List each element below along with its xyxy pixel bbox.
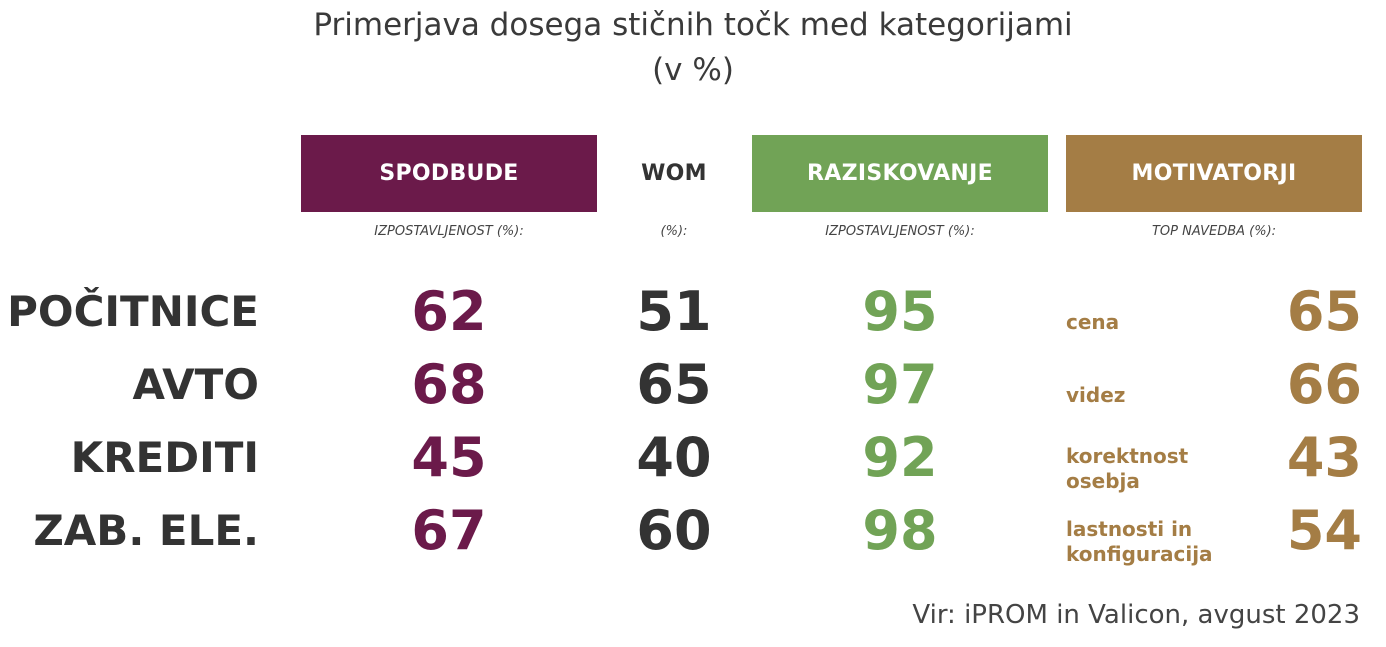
value-motivatorji: 66 [1286,353,1362,416]
value-spodbude: 67 [411,499,487,562]
row-label: POČITNICE [7,287,259,336]
value-wom: 40 [636,426,712,489]
header-raziskovanje: RAZISKOVANJE [752,135,1048,212]
row-label: KREDITI [70,433,259,482]
value-raziskovanje: 95 [862,280,938,343]
subheader-motivatorji: TOP NAVEDBA (%): [1151,224,1277,239]
value-motivatorji: 65 [1286,280,1362,343]
header-wom: WOM [641,161,707,186]
value-raziskovanje: 92 [862,426,938,489]
value-wom: 51 [636,280,712,343]
motivator-label: cena [1066,310,1120,334]
value-spodbude: 45 [411,426,487,489]
value-motivatorji: 43 [1286,426,1362,489]
value-wom: 65 [636,353,712,416]
chart-subtitle: (v %) [652,52,734,88]
motivator-label: videz [1066,383,1126,407]
value-spodbude: 68 [411,353,487,416]
row-label: ZAB. ELE. [33,506,259,555]
header-spodbude: SPODBUDE [301,135,597,212]
subheader-spodbude: IZPOSTAVLJENOST (%): [374,224,524,239]
header-motivatorji: MOTIVATORJI [1066,135,1362,212]
value-motivatorji: 54 [1286,499,1362,562]
motivator-label: lastnosti in konfiguracija [1066,517,1213,566]
motivator-label: korektnost osebja [1066,444,1189,493]
value-spodbude: 62 [411,280,487,343]
value-wom: 60 [636,499,712,562]
subheader-raziskovanje: IZPOSTAVLJENOST (%): [825,224,975,239]
value-raziskovanje: 98 [862,499,938,562]
value-raziskovanje: 97 [862,353,938,416]
source-note: Vir: iPROM in Valicon, avgust 2023 [912,600,1360,630]
row-label: AVTO [132,360,259,409]
subheader-wom: (%): [660,224,688,239]
chart-title: Primerjava dosega stičnih točk med kateg… [313,7,1073,43]
